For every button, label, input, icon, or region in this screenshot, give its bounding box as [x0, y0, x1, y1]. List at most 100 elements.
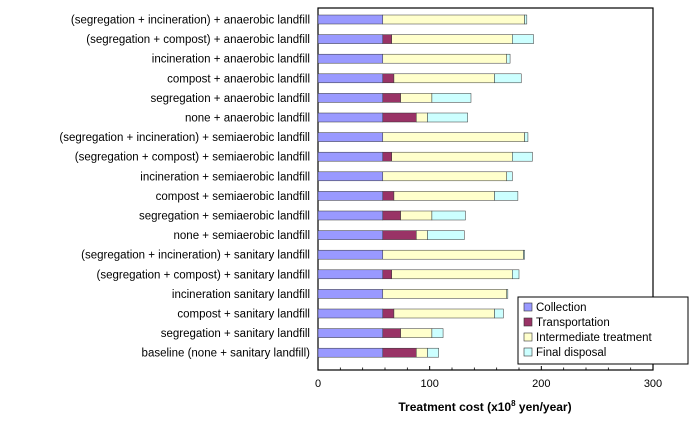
bar-segment	[382, 230, 417, 240]
legend-label: Transportation	[536, 317, 610, 329]
bar-segment	[382, 308, 395, 319]
x-tick-label: 100	[420, 378, 438, 390]
legend-swatch	[523, 332, 533, 342]
bar-segment	[382, 73, 395, 84]
bar-segment	[400, 93, 433, 103]
category-label: compost + sanitary landfill	[177, 309, 310, 321]
category-label: (segregation + compost) + sanitary landf…	[97, 269, 311, 281]
bar-segment	[494, 308, 504, 319]
bar-segment	[317, 34, 384, 44]
category-label: (segregation + compost) + semiaerobic la…	[75, 152, 310, 164]
bar-segment	[524, 132, 529, 142]
bar-segment	[317, 112, 384, 123]
bar-segment	[317, 14, 384, 25]
bar-segment	[416, 347, 428, 358]
bar-segment	[317, 151, 384, 162]
category-label: incineration + semiaerobic landfill	[140, 171, 310, 183]
category-label: segregation + semiaerobic landfill	[139, 211, 310, 223]
category-label: none + anaerobic landfill	[185, 113, 310, 125]
bar-segment	[317, 328, 384, 338]
category-label: segregation + sanitary landfill	[161, 328, 310, 340]
category-label: baseline (none + sanitary landfill)	[142, 348, 311, 360]
bar-segment	[317, 230, 384, 240]
bar-segment	[391, 151, 513, 162]
category-label: segregation + anaerobic landfill	[150, 93, 310, 105]
bar-segment	[317, 289, 384, 299]
legend-swatch	[523, 317, 533, 327]
category-label: (segregation + incineration) + anaerobic…	[71, 15, 310, 27]
bar-segment	[512, 34, 534, 44]
bar-segment	[317, 249, 384, 260]
category-label: (segregation + compost) + anaerobic land…	[86, 34, 310, 46]
legend-swatch	[523, 302, 533, 312]
bar-segment	[506, 53, 511, 64]
legend-swatch	[523, 347, 533, 357]
category-label: compost + anaerobic landfill	[167, 73, 310, 85]
bar-segment	[382, 191, 395, 201]
bar-segment	[494, 73, 522, 84]
bar-segment	[317, 132, 384, 142]
legend-box	[517, 296, 689, 365]
category-label: (segregation + incineration) + sanitary …	[81, 250, 310, 262]
bar-segment	[382, 328, 401, 338]
bar-segment	[382, 112, 417, 123]
bar-segment	[506, 171, 513, 182]
x-tick-label: 200	[532, 378, 550, 390]
bar-segment	[382, 93, 401, 103]
bar-segment	[506, 289, 509, 299]
bar-segment	[416, 230, 428, 240]
bar-segment	[416, 112, 428, 123]
bar-segment	[427, 230, 465, 240]
bar-segment	[382, 249, 524, 260]
bar-segment	[382, 34, 392, 44]
bar-segment	[382, 171, 507, 182]
bar-segment	[400, 210, 433, 221]
bar-segment	[427, 347, 439, 358]
x-tick-label: 300	[644, 378, 662, 390]
bar-segment	[382, 210, 401, 221]
bar-segment	[393, 191, 495, 201]
category-label: compost + semiaerobic landfill	[156, 191, 310, 203]
x-tick-label: 0	[315, 378, 321, 390]
bar-segment	[317, 269, 384, 280]
bars-group	[317, 14, 534, 358]
legend-label: Final disposal	[536, 347, 606, 359]
bar-segment	[382, 132, 525, 142]
bar-segment	[431, 93, 472, 103]
category-labels: (segregation + incineration) + anaerobic…	[59, 15, 310, 360]
bar-segment	[431, 328, 444, 338]
bar-segment	[431, 210, 466, 221]
bar-segment	[382, 347, 417, 358]
x-axis: 0 100 200 300	[315, 366, 662, 390]
bar-segment	[524, 14, 528, 25]
bar-segment	[317, 53, 384, 64]
bar-segment	[317, 191, 384, 201]
bar-segment	[317, 347, 384, 358]
bar-segment	[512, 269, 520, 280]
bar-segment	[317, 93, 384, 103]
bar-segment	[512, 151, 533, 162]
bar-segment	[393, 73, 495, 84]
bar-segment	[382, 289, 507, 299]
legend: Collection Transportation Intermediate tre…	[517, 296, 689, 365]
category-label: incineration + anaerobic landfill	[152, 54, 310, 66]
x-axis-title: Treatment cost (x108 yen/year)	[398, 399, 571, 414]
bar-segment	[494, 191, 519, 201]
bar-segment	[391, 34, 513, 44]
bar-segment	[317, 171, 384, 182]
legend-label: Collection	[536, 302, 587, 314]
bar-segment	[317, 73, 384, 84]
bar-segment	[393, 308, 495, 319]
bar-segment	[317, 308, 384, 319]
category-label: (segregation + incineration) + semiaerob…	[59, 132, 310, 144]
legend-label: Intermediate treatment	[536, 332, 653, 344]
bar-segment	[382, 269, 392, 280]
bar-segment	[382, 14, 525, 25]
bar-segment	[523, 249, 525, 260]
bar-segment	[400, 328, 433, 338]
bar-segment	[382, 151, 392, 162]
bar-segment	[317, 210, 384, 221]
bar-segment	[391, 269, 513, 280]
bar-segment	[427, 112, 468, 123]
